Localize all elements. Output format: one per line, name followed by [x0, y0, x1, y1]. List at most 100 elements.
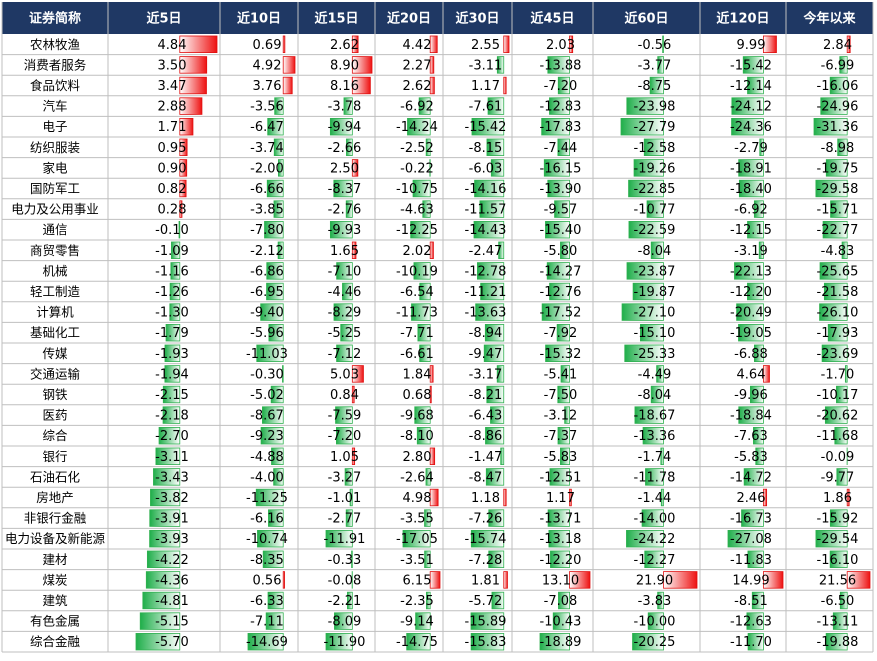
value-cell: -8.67 — [250, 409, 284, 424]
value-cell: -6.86 — [250, 264, 284, 279]
value-cell: -2.18 — [155, 409, 189, 424]
header-cell: 近15日 — [314, 11, 358, 27]
value-cell: 0.28 — [158, 203, 187, 218]
value-cell: -22.77 — [817, 223, 859, 238]
value-cell: -22.85 — [634, 182, 676, 197]
row-name: 银行 — [42, 449, 67, 464]
value-cell: -24.12 — [730, 100, 772, 115]
value-cell: 2.46 — [737, 491, 766, 506]
value-cell: -2.35 — [400, 594, 434, 609]
value-cell: 1.71 — [158, 120, 187, 135]
value-cell: -4.63 — [400, 203, 434, 218]
value-cell: -19.75 — [817, 161, 859, 176]
value-cell: 0.68 — [403, 388, 432, 403]
value-cell: -23.98 — [634, 100, 676, 115]
value-cell: -7.37 — [544, 429, 578, 444]
row-name: 综合金融 — [30, 634, 81, 649]
value-cell: -11.68 — [817, 429, 859, 444]
value-cell: 2.03 — [546, 38, 575, 53]
row-name: 电力设备及新能源 — [5, 531, 106, 546]
value-cell: -10.19 — [396, 264, 438, 279]
value-cell: -15.71 — [817, 203, 859, 218]
value-cell: -3.83 — [638, 594, 672, 609]
value-cell: 0.82 — [158, 182, 187, 197]
value-cell: 0.56 — [253, 573, 282, 588]
row-name: 交通运输 — [30, 366, 81, 381]
value-cell: -5.41 — [544, 367, 578, 382]
value-cell: -12.20 — [730, 285, 772, 300]
value-cell: 3.76 — [253, 79, 282, 94]
value-cell: -8.98 — [821, 141, 855, 156]
row-name: 石油石化 — [30, 469, 81, 484]
value-cell: 21.56 — [819, 573, 856, 588]
value-cell: -1.01 — [328, 491, 362, 506]
value-cell: -15.10 — [634, 326, 676, 341]
value-cell: -24.22 — [634, 532, 676, 547]
value-cell: -1.09 — [155, 244, 189, 259]
value-cell: -7.59 — [328, 409, 362, 424]
value-cell: -16.06 — [817, 79, 859, 94]
row-name: 建材 — [42, 552, 67, 567]
value-cell: -0.10 — [155, 223, 189, 238]
value-cell: 2.62 — [403, 79, 432, 94]
value-cell: -15.74 — [465, 532, 507, 547]
row-name: 国防军工 — [30, 181, 80, 196]
value-cell: -10.17 — [817, 388, 859, 403]
value-cell: -5.15 — [155, 615, 189, 630]
value-cell: -3.17 — [469, 367, 503, 382]
value-cell: 0.90 — [158, 161, 187, 176]
value-cell: -15.42 — [465, 120, 507, 135]
value-cell: -6.88 — [734, 347, 768, 362]
value-cell: 3.50 — [158, 58, 187, 73]
value-cell: -8.29 — [328, 306, 362, 321]
value-cell: -11.83 — [730, 553, 772, 568]
value-cell: -3.82 — [155, 491, 189, 506]
value-cell: -23.69 — [817, 347, 859, 362]
value-cell: -25.33 — [634, 347, 676, 362]
value-cell: -4.81 — [155, 594, 189, 609]
value-cell: 4.98 — [403, 491, 432, 506]
value-cell: -8.15 — [469, 141, 503, 156]
value-cell: -14.16 — [465, 182, 507, 197]
value-cell: -7.92 — [544, 326, 578, 341]
value-cell: 1.17 — [546, 491, 575, 506]
value-cell: -12.78 — [465, 264, 507, 279]
value-cell: -14.27 — [540, 264, 582, 279]
value-cell: -7.26 — [469, 512, 503, 527]
data-bar — [504, 489, 506, 506]
value-cell: -8.94 — [469, 326, 503, 341]
value-cell: -16.15 — [540, 161, 582, 176]
value-cell: -19.05 — [730, 326, 772, 341]
value-cell: -12.51 — [540, 470, 582, 485]
value-cell: -29.54 — [817, 532, 859, 547]
value-cell: 4.64 — [737, 367, 766, 382]
row-name: 基础化工 — [30, 325, 80, 340]
value-cell: -6.33 — [250, 594, 284, 609]
value-cell: -13.71 — [540, 512, 582, 527]
value-cell: -2.64 — [400, 470, 434, 485]
value-cell: -13.36 — [634, 429, 676, 444]
row-name: 轻工制造 — [30, 284, 81, 299]
value-cell: 2.84 — [823, 38, 852, 53]
value-cell: -8.21 — [469, 388, 503, 403]
value-cell: -9.23 — [250, 429, 284, 444]
value-cell: -18.84 — [730, 409, 772, 424]
data-bar — [504, 572, 508, 589]
value-cell: 1.65 — [330, 244, 359, 259]
row-name: 消费者服务 — [24, 57, 87, 72]
value-cell: -2.76 — [328, 203, 362, 218]
value-cell: -12.20 — [540, 553, 582, 568]
row-name: 电力及公用事业 — [11, 202, 99, 217]
value-cell: -6.92 — [400, 100, 434, 115]
value-cell: -9.96 — [734, 388, 768, 403]
value-cell: -7.08 — [544, 594, 578, 609]
value-cell: -15.89 — [465, 615, 507, 630]
value-cell: -13.88 — [540, 58, 582, 73]
value-cell: -6.92 — [734, 203, 768, 218]
value-cell: 1.17 — [471, 79, 500, 94]
row-name: 家电 — [42, 160, 68, 175]
value-cell: -2.66 — [328, 141, 362, 156]
value-cell: -2.00 — [250, 161, 284, 176]
value-cell: -14.75 — [396, 635, 438, 650]
value-cell: -1.70 — [821, 367, 855, 382]
